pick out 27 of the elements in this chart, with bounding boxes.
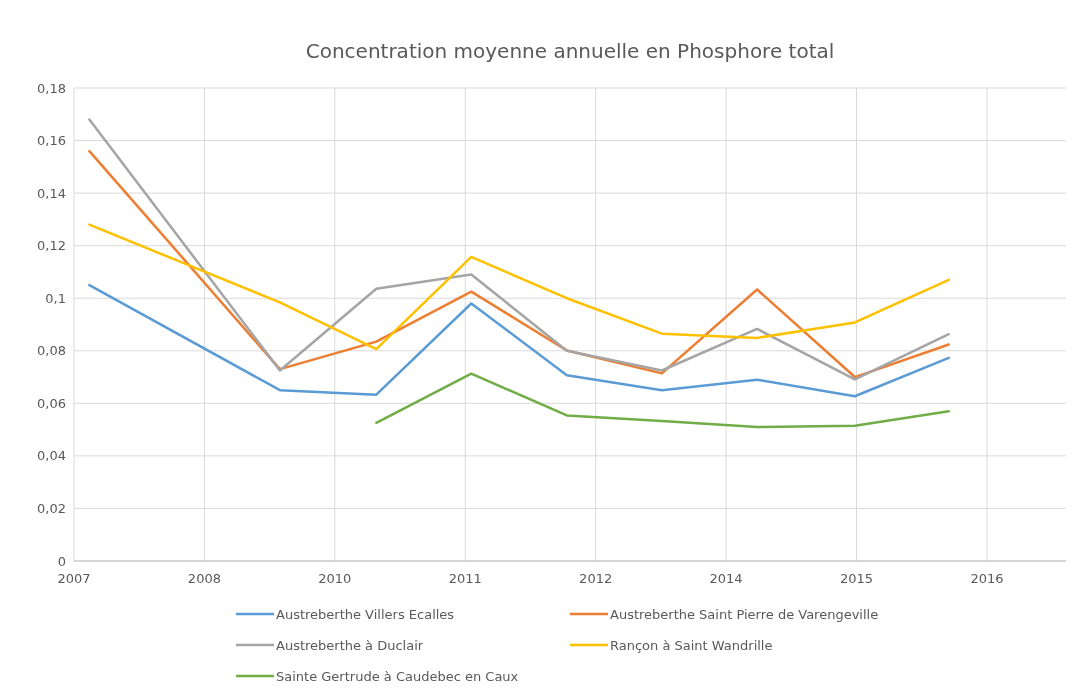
x-tick-label: 2007 xyxy=(57,571,91,586)
chart-title: Concentration moyenne annuelle en Phosphore total xyxy=(305,39,835,63)
x-tick-label: 2015 xyxy=(839,571,874,586)
x-tick-label: 2008 xyxy=(187,571,221,586)
x-tick-label: 2011 xyxy=(448,571,482,586)
legend-label: Austreberthe à Duclair xyxy=(276,637,424,653)
x-tick-label: 2010 xyxy=(318,571,352,586)
x-tick-label: 2012 xyxy=(579,571,613,586)
y-tick-label: 0,08 xyxy=(37,343,66,359)
legend-label: Rançon à Saint Wandrille xyxy=(610,637,773,653)
legend-label: Sainte Gertrude à Caudebec en Caux xyxy=(276,668,519,684)
legend-label: Austreberthe Villers Ecalles xyxy=(276,606,455,622)
x-tick-label: 2014 xyxy=(709,571,743,586)
x-tick-label: 2016 xyxy=(970,571,1004,586)
y-tick-label: 0,1 xyxy=(45,290,66,306)
line-series xyxy=(88,283,951,398)
y-tick-label: 0,04 xyxy=(37,448,66,464)
y-tick-label: 0,16 xyxy=(37,133,66,149)
y-tick-label: 0 xyxy=(57,553,66,569)
line-series xyxy=(88,223,951,351)
y-tick-label: 0,18 xyxy=(37,80,66,96)
y-tick-label: 0,02 xyxy=(37,500,66,516)
line-series xyxy=(375,372,951,429)
legend-label: Austreberthe Saint Pierre de Varengeville xyxy=(610,606,879,622)
y-tick-label: 0,06 xyxy=(37,395,66,411)
y-tick-label: 0,12 xyxy=(37,238,66,254)
y-tick-label: 0,14 xyxy=(37,185,66,201)
